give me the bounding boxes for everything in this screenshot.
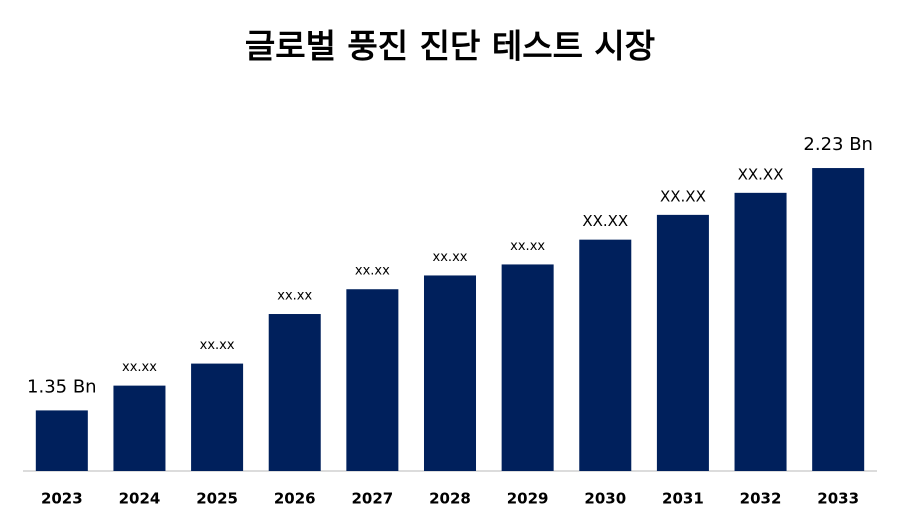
data-label: xx.xx	[355, 264, 390, 279]
x-tick-label: 2023	[41, 490, 83, 508]
bar	[113, 385, 166, 471]
bar	[35, 410, 88, 471]
bar	[191, 363, 244, 471]
data-label: xx.xx	[433, 250, 468, 265]
data-label: xx.xx	[277, 289, 312, 304]
x-tick-label: 2025	[196, 490, 238, 508]
data-label: xx.xx	[122, 360, 157, 375]
bar	[501, 264, 554, 471]
data-label: XX.XX	[738, 165, 784, 183]
x-tick-label: 2027	[351, 490, 393, 508]
data-label: XX.XX	[660, 187, 706, 205]
data-label: 1.35 Bn	[27, 376, 97, 397]
chart-title: 글로벌 풍진 진단 테스트 시장	[245, 27, 655, 66]
x-tick-label: 2029	[507, 490, 549, 508]
bar	[812, 168, 865, 471]
data-label: xx.xx	[200, 338, 235, 353]
bar	[579, 239, 632, 471]
x-tick-label: 2024	[119, 490, 161, 508]
bar	[346, 289, 399, 471]
x-tick-label: 2028	[429, 490, 471, 508]
data-label: xx.xx	[510, 239, 545, 254]
x-tick-label: 2032	[740, 490, 782, 508]
bar	[268, 314, 321, 471]
x-tick-label: 2026	[274, 490, 316, 508]
bar	[656, 214, 709, 472]
bar	[423, 275, 477, 471]
data-label: XX.XX	[582, 212, 628, 230]
x-tick-label: 2031	[662, 490, 704, 508]
bar	[734, 192, 787, 471]
data-label: 2.23 Bn	[803, 134, 873, 155]
x-tick-label: 2033	[817, 490, 859, 508]
x-tick-label: 2030	[584, 490, 626, 508]
